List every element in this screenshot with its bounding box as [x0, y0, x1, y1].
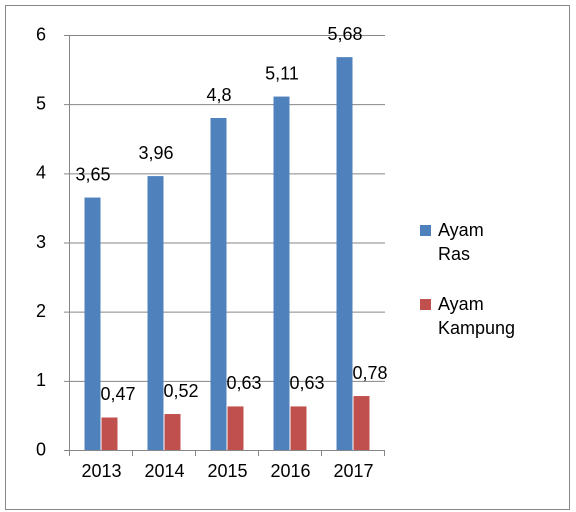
bar — [227, 406, 244, 450]
legend: Ayam Ras Ayam Kampung — [418, 218, 548, 366]
data-label: 4,8 — [206, 85, 231, 105]
y-tick-label: 0 — [36, 439, 46, 459]
bar — [84, 197, 101, 450]
data-label: 0,63 — [289, 373, 324, 393]
y-tick-label: 5 — [36, 93, 46, 113]
data-label: 0,47 — [100, 384, 135, 404]
legend-entry: Ayam Kampung — [418, 292, 548, 340]
data-label: 5,11 — [265, 63, 299, 83]
data-label: 0,63 — [226, 373, 261, 393]
legend-label: Ayam Ras — [438, 220, 484, 264]
y-tick-label: 6 — [36, 24, 46, 44]
y-tick-label: 2 — [36, 301, 46, 321]
x-tick-label: 2014 — [144, 461, 184, 481]
chart-border — [5, 5, 570, 510]
bar — [336, 57, 353, 451]
y-tick-label: 1 — [36, 370, 46, 390]
data-label: 5,68 — [327, 24, 362, 44]
data-label: 3,65 — [75, 164, 110, 184]
data-label: 0,52 — [163, 381, 198, 401]
bar — [290, 406, 307, 450]
x-tick-label: 2015 — [207, 461, 247, 481]
y-tick-label: 3 — [36, 232, 46, 252]
bar — [101, 417, 118, 450]
legend-swatch — [420, 225, 431, 236]
x-tick-label: 2016 — [270, 461, 310, 481]
bar — [164, 414, 181, 450]
y-tick-label: 4 — [36, 163, 46, 183]
bar — [273, 96, 290, 450]
legend-entry: Ayam Ras — [418, 218, 548, 266]
x-tick-label: 2017 — [333, 461, 373, 481]
data-label: 0,78 — [352, 363, 387, 383]
legend-swatch — [420, 299, 431, 310]
bar — [353, 396, 370, 450]
x-tick-label: 2013 — [81, 461, 121, 481]
legend-label: Ayam Kampung — [438, 294, 516, 338]
bar — [210, 118, 227, 450]
bar — [147, 176, 164, 450]
data-label: 3,96 — [138, 143, 173, 163]
